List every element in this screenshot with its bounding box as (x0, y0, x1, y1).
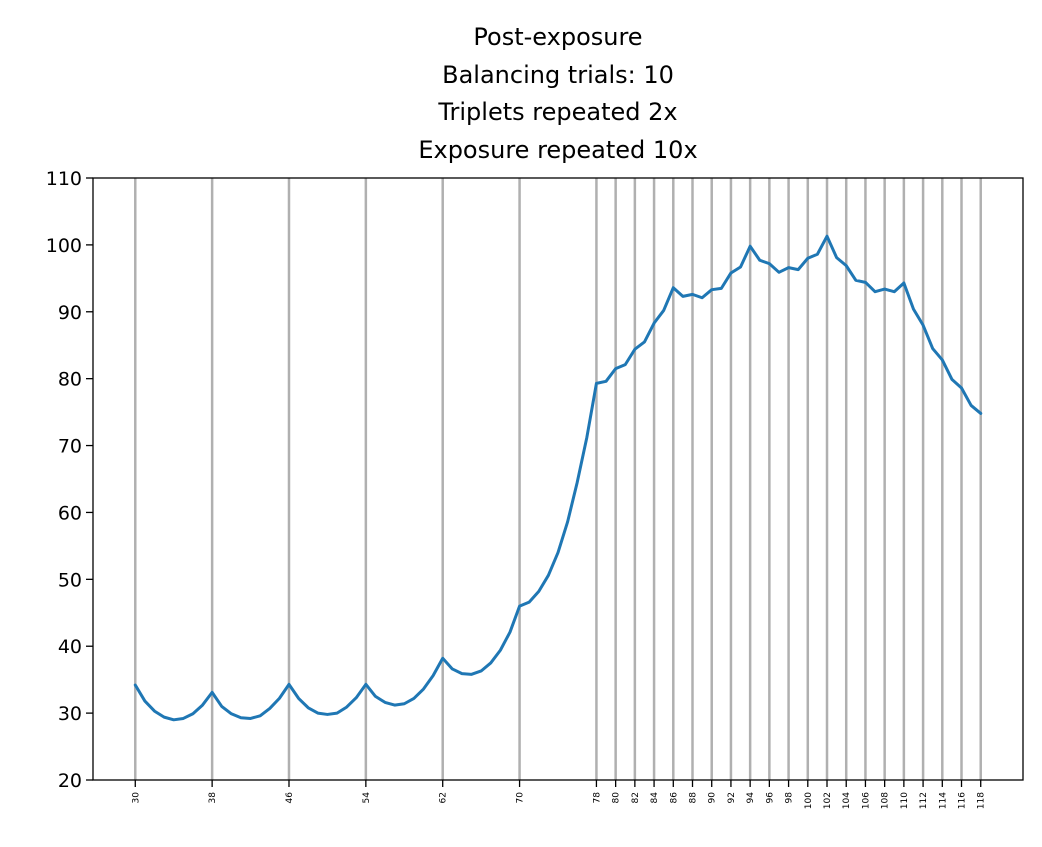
chart-title-line-1: Post-exposure (473, 23, 642, 51)
x-tick-label-108: 108 (881, 792, 891, 809)
x-tick-label-114: 114 (938, 792, 948, 809)
x-tick-label-94: 94 (746, 792, 756, 804)
y-tick-label-110: 110 (46, 168, 82, 190)
x-tick-label-96: 96 (765, 792, 775, 804)
x-tick-label-46: 46 (285, 792, 295, 804)
x-tick-label-90: 90 (708, 792, 718, 804)
y-axis-ticks: 20 30 40 50 60 70 80 90 100 110 (46, 168, 93, 792)
x-tick-label-88: 88 (689, 792, 699, 804)
x-tick-label-78: 78 (592, 792, 602, 804)
x-tick-label-86: 86 (669, 792, 679, 804)
grid (134, 178, 982, 780)
x-tick-label-112: 112 (919, 792, 929, 809)
y-tick-label-40: 40 (58, 636, 82, 658)
y-tick-label-20: 20 (58, 770, 82, 792)
x-tick-label-30: 30 (131, 792, 141, 804)
x-tick-label-104: 104 (842, 792, 852, 809)
x-tick-label-82: 82 (631, 792, 641, 803)
x-tick-label-98: 98 (785, 792, 795, 804)
y-tick-label-60: 60 (58, 502, 82, 524)
y-tick-label-70: 70 (58, 436, 82, 458)
chart-title-line-3: Triplets repeated 2x (437, 98, 677, 126)
y-tick-label-90: 90 (58, 302, 82, 324)
x-tick-label-54: 54 (362, 792, 372, 804)
y-tick-label-80: 80 (58, 369, 82, 391)
y-tick-label-100: 100 (46, 235, 82, 257)
x-tick-label-92: 92 (727, 792, 737, 803)
x-tick-label-84: 84 (650, 792, 660, 804)
y-tick-label-30: 30 (58, 703, 82, 725)
x-tick-label-38: 38 (208, 792, 218, 804)
x-tick-label-80: 80 (612, 792, 622, 804)
chart-title-line-4: Exposure repeated 10x (418, 136, 697, 164)
x-tick-label-100: 100 (804, 792, 814, 809)
chart-title-line-2: Balancing trials: 10 (442, 61, 674, 89)
x-tick-label-70: 70 (516, 792, 526, 804)
x-axis-ticks: 30 38 46 54 62 70 78 80 82 84 86 88 90 92 94 96 98 100 102… (131, 780, 987, 809)
x-tick-label-118: 118 (977, 792, 987, 809)
x-tick-label-102: 102 (823, 792, 833, 809)
x-tick-label-116: 116 (958, 792, 968, 809)
x-tick-label-62: 62 (439, 792, 449, 803)
x-tick-label-106: 106 (861, 792, 871, 809)
plot-frame (92, 177, 1024, 781)
x-tick-label-110: 110 (900, 792, 910, 809)
y-tick-label-50: 50 (58, 569, 82, 591)
series-layer (133, 234, 983, 722)
axes (92, 177, 1024, 781)
series-line (133, 234, 983, 722)
